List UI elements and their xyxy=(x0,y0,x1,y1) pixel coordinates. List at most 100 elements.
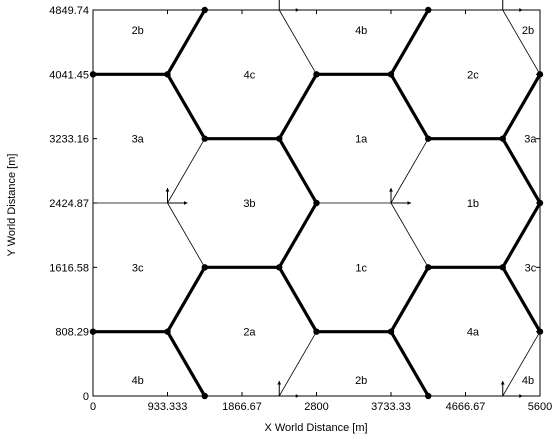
x-tick-label: 3733.33 xyxy=(371,401,411,413)
y-tick-label: 4041.45 xyxy=(49,69,89,81)
grid-node xyxy=(276,264,283,271)
y-tick-label: 0 xyxy=(83,391,89,403)
cell-label: 4b xyxy=(355,25,367,37)
grid-node xyxy=(201,135,208,142)
thin-edge xyxy=(502,331,541,397)
thin-edge xyxy=(502,9,541,75)
arrow-head xyxy=(165,188,170,192)
grid-node xyxy=(425,135,432,142)
thick-edge xyxy=(277,72,319,141)
grid-node xyxy=(201,392,208,400)
thick-edge xyxy=(165,72,207,141)
thick-edge xyxy=(389,330,430,398)
cell-label: 1c xyxy=(355,262,367,274)
thick-edge xyxy=(277,265,319,334)
arrow-head xyxy=(519,8,523,12)
thin-edge xyxy=(390,202,429,268)
grid-node xyxy=(89,71,97,78)
arrow-head xyxy=(295,394,300,398)
nodes-layer xyxy=(89,6,544,400)
cell-label: 3a xyxy=(524,134,537,146)
thick-edge xyxy=(501,265,542,334)
thick-edge xyxy=(501,137,542,205)
arrow-head xyxy=(407,201,411,205)
thick-edge xyxy=(389,265,430,334)
cell-label: 2b xyxy=(355,375,367,387)
grid-node xyxy=(387,71,395,78)
arrow-head xyxy=(519,394,523,398)
thin-edge xyxy=(390,138,429,204)
cell-label: 3a xyxy=(132,134,145,146)
grid-node xyxy=(201,6,208,14)
y-tick-label: 808.29 xyxy=(55,327,89,339)
thin-edges-layer xyxy=(93,9,541,397)
grid-node xyxy=(536,199,544,207)
grid-node xyxy=(425,264,432,271)
cell-label: 2b xyxy=(132,25,144,37)
x-tick-label: 4666.67 xyxy=(446,401,486,413)
grid-node xyxy=(313,199,320,207)
arrow-head xyxy=(295,8,300,12)
cell-label: 4b xyxy=(132,375,144,387)
thin-edge xyxy=(167,202,206,268)
cell-label: 2c xyxy=(467,69,479,81)
thin-edge xyxy=(278,9,317,75)
cell-label: 1b xyxy=(467,198,479,210)
thin-edge xyxy=(167,138,206,204)
x-tick-label: 5600 xyxy=(528,401,552,413)
cell-label: 2a xyxy=(243,327,256,339)
thick-edge xyxy=(277,137,319,205)
arrow-head xyxy=(277,381,282,385)
thick-edge xyxy=(277,201,319,269)
grid-node xyxy=(499,135,506,142)
thick-edge xyxy=(501,72,542,141)
y-tick-label: 2424.87 xyxy=(49,198,89,210)
grid-node xyxy=(89,328,97,335)
grid-node xyxy=(201,264,208,271)
y-tick-label: 3233.16 xyxy=(49,134,89,146)
cell-label: 3c xyxy=(525,262,537,274)
grid-node xyxy=(387,328,395,335)
grid-node xyxy=(536,328,544,335)
tick-labels-layer: 0 933.333 1866.67 2800 3733.33 4666.67 5600 0 80… xyxy=(49,5,552,413)
cell-label: 3c xyxy=(132,262,144,274)
thin-edge xyxy=(278,331,317,397)
y-tick-label: 1616.58 xyxy=(49,262,89,274)
cell-label: 4c xyxy=(244,69,256,81)
arrow-head xyxy=(183,201,188,205)
cell-label: 4b xyxy=(522,375,534,387)
x-tick-label: 2800 xyxy=(304,401,328,413)
thick-edges-layer xyxy=(91,8,542,398)
grid-node xyxy=(164,328,171,335)
thick-edge xyxy=(389,72,430,141)
cell-labels-layer: 2b 4b 2b 4c 2c 3a 1a 3a 3b 1b 3c 1c 3c 2a 4a 4b 2b 4b xyxy=(132,25,538,387)
grid-node xyxy=(536,71,544,78)
grid-node xyxy=(276,135,283,142)
grid-node xyxy=(164,71,171,78)
grid-node xyxy=(313,328,320,335)
x-tick-label: 933.333 xyxy=(148,401,188,413)
cell-label: 1a xyxy=(355,134,368,146)
thick-edge xyxy=(389,8,430,76)
grid-node xyxy=(499,264,506,271)
x-tick-label: 1866.67 xyxy=(222,401,262,413)
grid-node xyxy=(425,6,432,14)
arrow-head xyxy=(500,381,505,385)
cell-label: 3b xyxy=(243,198,255,210)
thick-edge xyxy=(501,201,542,269)
y-axis-title: Y World Distance [m] xyxy=(6,154,18,257)
grid-node xyxy=(425,392,432,400)
cell-label: 2b xyxy=(522,25,534,37)
axis-arrows-layer xyxy=(165,0,523,398)
y-tick-label: 4849.74 xyxy=(49,5,89,17)
x-tick-label: 0 xyxy=(90,401,96,413)
cell-label: 4a xyxy=(467,327,480,339)
thick-edge xyxy=(165,330,207,398)
grid-node xyxy=(313,71,320,78)
thick-edge xyxy=(165,8,207,76)
arrow-head xyxy=(389,188,393,192)
x-axis-title: X World Distance [m] xyxy=(264,422,367,434)
thick-edge xyxy=(165,265,207,334)
